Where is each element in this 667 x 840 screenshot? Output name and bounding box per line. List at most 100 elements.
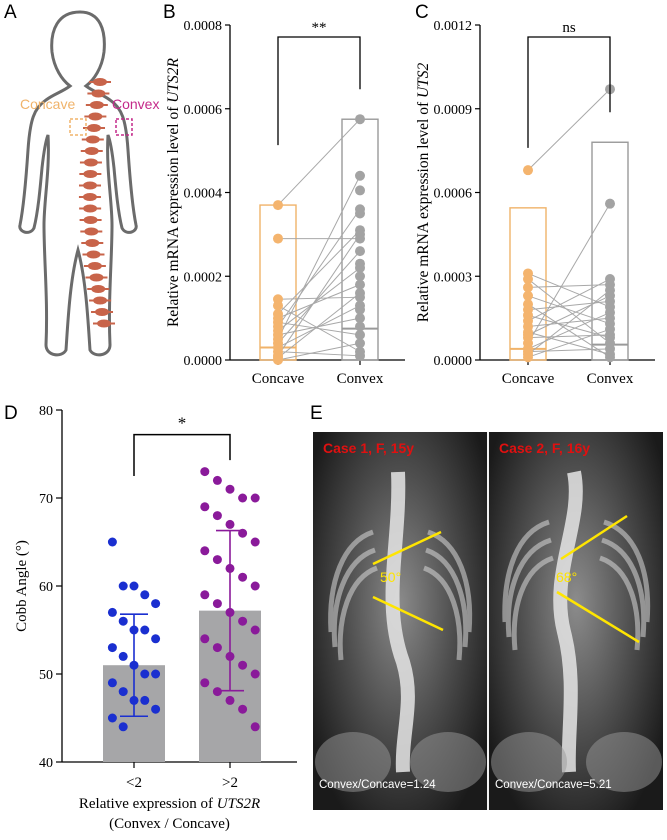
convex-point bbox=[355, 271, 365, 282]
pair-line bbox=[527, 312, 611, 350]
group1-point bbox=[107, 607, 117, 617]
group1-point bbox=[151, 704, 161, 714]
group2-point bbox=[238, 704, 248, 714]
concave-point bbox=[273, 200, 283, 211]
y-tick-label: 0.0006 bbox=[434, 187, 473, 202]
group2-point bbox=[225, 607, 235, 617]
group1-point bbox=[140, 695, 150, 705]
convex-label: Convex bbox=[112, 96, 159, 112]
convex-point bbox=[355, 262, 365, 273]
concave-point bbox=[523, 352, 533, 363]
xray-case2: Case 2, F, 16y 68° Convex/Concave=5.21 bbox=[489, 432, 663, 810]
group1-point bbox=[118, 616, 128, 626]
significance-label: ns bbox=[562, 20, 576, 36]
panel-label-b: B bbox=[163, 2, 176, 23]
y-tick-label: 40 bbox=[39, 756, 53, 771]
convex-point bbox=[605, 352, 615, 363]
group2-point bbox=[250, 493, 260, 503]
group2-point bbox=[212, 599, 222, 609]
y-tick-label: 0.0000 bbox=[184, 354, 223, 369]
convex-point bbox=[355, 350, 365, 361]
pair-line bbox=[527, 88, 611, 171]
convex-point bbox=[355, 170, 365, 181]
y-tick-label: 70 bbox=[39, 492, 53, 507]
concave-point bbox=[273, 233, 283, 244]
pair-line bbox=[527, 348, 611, 353]
group2-point bbox=[200, 546, 210, 556]
group2-point bbox=[238, 572, 248, 582]
concave-point bbox=[273, 300, 283, 311]
concave-box bbox=[69, 118, 87, 136]
group1-point bbox=[151, 599, 161, 609]
spine bbox=[78, 78, 115, 328]
convex-point bbox=[355, 208, 365, 219]
panel-label-e: E bbox=[310, 403, 323, 424]
angle1-label: 50° bbox=[380, 569, 402, 585]
pair-line bbox=[277, 234, 361, 357]
convex-point bbox=[355, 304, 365, 315]
concave-point bbox=[523, 290, 533, 301]
group2-point bbox=[200, 678, 210, 688]
cobb-line-lower-1 bbox=[372, 595, 444, 632]
group2-point bbox=[225, 563, 235, 573]
group1-point bbox=[140, 669, 150, 679]
group1-point bbox=[129, 581, 139, 591]
group2-point bbox=[225, 519, 235, 529]
ratio1-label: Convex/Concave=1.24 bbox=[319, 779, 436, 791]
xray-divider bbox=[487, 432, 489, 810]
xray-case1: Case 1, F, 15y 50° Convex/Concave=1.24 bbox=[313, 432, 487, 810]
pair-line bbox=[527, 203, 611, 344]
y-tick-label: 0.0006 bbox=[184, 103, 223, 118]
cobb-line-upper-1 bbox=[372, 530, 442, 566]
group1-point bbox=[118, 651, 128, 661]
body-outline bbox=[18, 10, 138, 357]
y-tick-label: 0.0000 bbox=[434, 354, 473, 369]
significance-bracket bbox=[133, 433, 231, 476]
pair-line bbox=[277, 175, 361, 340]
group1-point bbox=[151, 669, 161, 679]
x-tick-label: Convex bbox=[337, 371, 384, 387]
convex-point bbox=[355, 338, 365, 349]
pair-line bbox=[527, 289, 611, 355]
pair-line bbox=[527, 300, 611, 311]
group1-point bbox=[140, 590, 150, 600]
pair-line bbox=[527, 295, 611, 336]
body-diagram: Concave Convex bbox=[18, 10, 159, 357]
y-tick-label: 80 bbox=[39, 404, 53, 419]
pair-line bbox=[277, 292, 361, 359]
y-axis-label: Relative mRNA expression level of UTS2 bbox=[415, 62, 432, 322]
significance-label: ** bbox=[312, 20, 327, 36]
convex-point bbox=[355, 246, 365, 257]
significance-bracket bbox=[277, 36, 361, 146]
group2-point bbox=[225, 484, 235, 494]
group1-point bbox=[129, 625, 139, 635]
group2-point bbox=[200, 590, 210, 600]
pair-line bbox=[277, 342, 361, 361]
pair-line bbox=[277, 250, 361, 344]
group1-point bbox=[107, 678, 117, 688]
panel-label-a: A bbox=[4, 2, 17, 23]
pair-line bbox=[277, 118, 361, 206]
group1-point bbox=[151, 634, 161, 644]
convex-point bbox=[355, 233, 365, 244]
group2-point bbox=[238, 616, 248, 626]
group2-point bbox=[200, 502, 210, 512]
y-tick-label: 0.0004 bbox=[184, 187, 223, 202]
group2-point bbox=[250, 581, 260, 591]
pair-line bbox=[527, 328, 611, 358]
convex-point bbox=[355, 185, 365, 196]
ratio2-label: Convex/Concave=5.21 bbox=[495, 779, 612, 791]
pair-line bbox=[277, 296, 361, 300]
chart-c: 0.0000 0.0003 0.0006 0.0009 0.0012 Relative m… bbox=[415, 19, 655, 387]
concave-point bbox=[523, 274, 533, 285]
group2-point bbox=[212, 475, 222, 485]
group1-point bbox=[118, 687, 128, 697]
pair-line bbox=[277, 305, 361, 348]
pair-line bbox=[527, 278, 611, 322]
x-tick-label: Concave bbox=[502, 371, 555, 387]
group2-point bbox=[250, 537, 260, 547]
significance-label: * bbox=[178, 414, 187, 433]
x-axis-label-line2: (Convex / Concave) bbox=[109, 816, 230, 832]
convex-point bbox=[355, 321, 365, 332]
group1-point bbox=[107, 537, 117, 547]
